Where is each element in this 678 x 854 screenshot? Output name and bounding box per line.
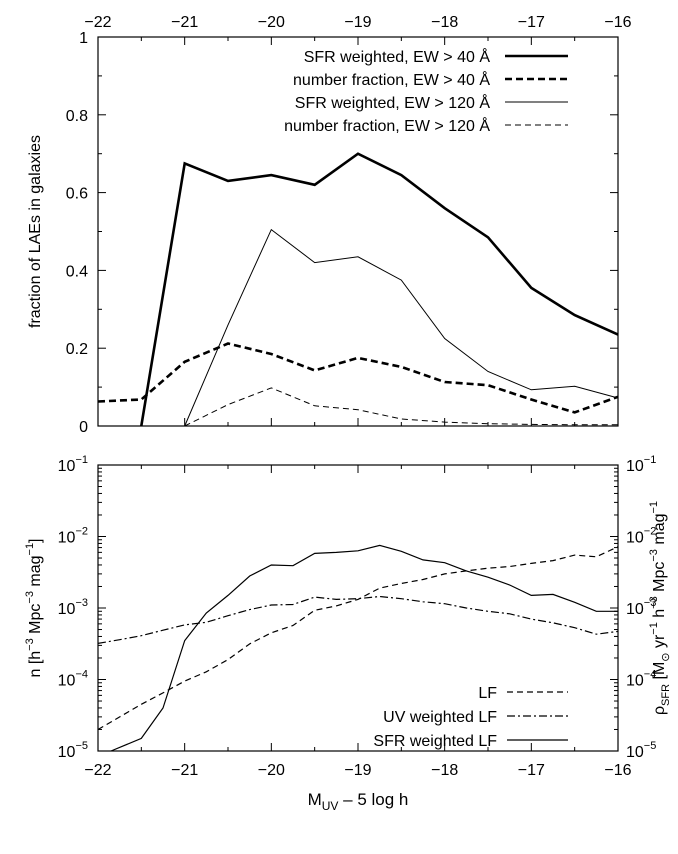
label-text: M (308, 790, 322, 809)
x-top-tick-label: −21 (171, 14, 198, 31)
label-text: SFR (660, 684, 672, 706)
x-top-tick-label: −18 (431, 14, 458, 31)
label-text: n [h (27, 651, 44, 678)
y-tick-label: 10−3 (58, 597, 88, 618)
x-top-tick-label: −22 (84, 14, 111, 31)
y2-axis-label: ρSFR [M⊙ yr−1 h−3 Mpc−3 mag−1 (648, 501, 672, 715)
y-tick-label: 10−5 (58, 740, 88, 761)
label-text: ⊙ (660, 653, 672, 662)
label-text: ρ (651, 706, 668, 715)
legend-label: SFR weighted, EW > 40 Å (304, 47, 491, 66)
label-text: −3 (648, 549, 660, 562)
y-axis-label: n [h−3 Mpc−3 mag−1] (24, 538, 44, 677)
series-line (110, 544, 618, 752)
top-panel: −22 −21 −20 −19 −18 −17 −16 0 0.2 0.4 0.6 0.8 1 fract… (27, 14, 632, 436)
label-text: [M (651, 662, 668, 684)
x-top-tick-label: −17 (518, 14, 545, 31)
x-tick-label: −20 (258, 762, 285, 779)
x-tick-label: −17 (518, 762, 545, 779)
y-axis-label: fraction of LAEs in galaxies (27, 135, 44, 328)
x-tick-label: −21 (171, 762, 198, 779)
y-tick-label: 0.4 (66, 263, 88, 280)
y2-tick-label: 10−5 (626, 740, 656, 761)
legend-label: UV weighted LF (383, 709, 497, 726)
label-text: mag (27, 555, 44, 591)
series-line (97, 595, 619, 644)
label-text: −3 (648, 596, 660, 609)
label-text: −1 (648, 622, 660, 635)
series-line (184, 387, 618, 427)
x-top-tick-label: −19 (344, 14, 371, 31)
label-superscript: −1 (24, 543, 36, 556)
legend-label: SFR weighted LF (373, 733, 497, 750)
series-line (97, 342, 619, 414)
legend-label: LF (478, 685, 497, 702)
y-tick-label: 10−1 (58, 454, 88, 475)
x-tick-label: −19 (344, 762, 371, 779)
label-text: −1 (648, 501, 660, 514)
label-superscript: −3 (24, 638, 36, 651)
y-tick-exponent: −3 (75, 597, 88, 609)
bottom-plot-frame (97, 464, 619, 752)
y-tick-label: 10−4 (58, 669, 88, 690)
y-tick-label: 10−2 (58, 526, 88, 547)
legend-label: SFR weighted, EW > 120 Å (295, 93, 491, 112)
y2-tick-exponent: −3 (644, 597, 657, 609)
x-tick-label: −16 (604, 762, 631, 779)
series-line (184, 228, 619, 427)
y-tick-exponent: −1 (75, 454, 88, 466)
y-tick-label: 1 (79, 30, 88, 47)
y2-tick-exponent: −2 (644, 526, 657, 538)
y-tick-exponent: −5 (75, 740, 88, 752)
y-tick-exponent: −4 (75, 669, 88, 681)
legend-label: number fraction, EW > 40 Å (293, 70, 490, 89)
legend-label: number fraction, EW > 120 Å (284, 116, 490, 135)
x-tick-label: −22 (84, 762, 111, 779)
y-tick-label: 0.2 (66, 341, 88, 358)
y-tick-exponent: −2 (75, 526, 88, 538)
y2-tick-exponent: −5 (644, 740, 657, 752)
label-text: h (651, 609, 668, 622)
y2-tick-label: 10−1 (626, 454, 656, 475)
y2-tick-exponent: −1 (644, 454, 657, 466)
label-text: mag (651, 513, 668, 549)
x-axis-label: MUV – 5 log h (308, 790, 409, 813)
series-line (97, 546, 619, 731)
label-text: Mpc (651, 562, 668, 597)
label-text: yr (651, 634, 668, 652)
label-subscript: UV (322, 799, 339, 813)
x-tick-label: −18 (431, 762, 458, 779)
y2-tick-exponent: −4 (644, 669, 657, 681)
label-superscript: −3 (24, 591, 36, 604)
label-text: ] (27, 538, 44, 542)
x-top-tick-label: −16 (604, 14, 631, 31)
series-line (140, 152, 619, 427)
x-top-tick-label: −20 (258, 14, 285, 31)
label-text: Mpc (27, 604, 44, 639)
y-tick-label: 0.8 (66, 108, 88, 125)
label-text: – 5 log h (338, 790, 408, 809)
y-tick-label: 0.6 (66, 186, 88, 203)
y-tick-label: 0 (79, 419, 88, 436)
